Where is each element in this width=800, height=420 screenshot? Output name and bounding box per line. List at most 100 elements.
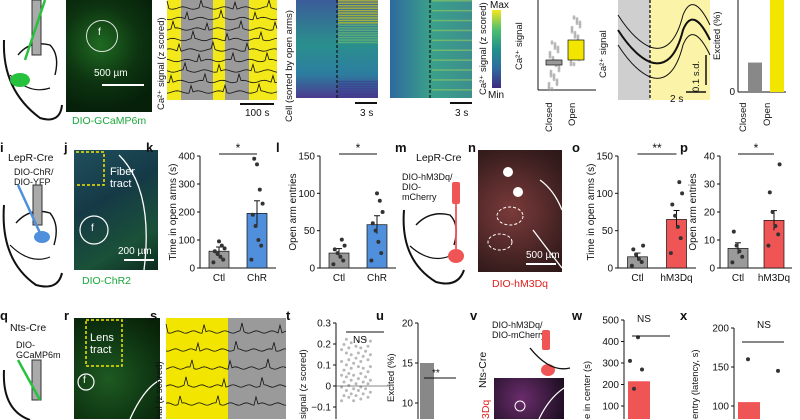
data-point: [379, 251, 383, 255]
x-ylabel: entry (latency, s): [690, 349, 701, 419]
chart-l: 050100150Open arm entriesCtl ChR*: [284, 148, 404, 298]
chart-p: 0 10 20 30 40 Open arm entries Ctl hM3Dq *: [688, 148, 800, 298]
x-tick-label: Ctl: [631, 273, 643, 284]
data-point: [261, 202, 265, 206]
heatmap-stripe: [338, 25, 378, 27]
scatter-point: [347, 384, 350, 387]
x-sig: NS: [757, 320, 771, 331]
data-point: [259, 244, 263, 248]
heatmap-stripe: [432, 59, 472, 61]
scatter-point: [352, 387, 355, 390]
scatter-point: [357, 389, 360, 392]
scatter-point: [357, 365, 360, 368]
panel-label-v: v: [470, 308, 477, 323]
data-point: [374, 229, 378, 233]
trace-panel: [167, 0, 277, 100]
scatter-point: [359, 346, 362, 349]
lens-tract-label: Lens tract: [90, 332, 114, 356]
scatter-point: [352, 374, 355, 377]
chr2-label: DIO-ChR2: [82, 275, 131, 287]
excited-cat-closed: Closed: [738, 102, 749, 132]
y-tick-label: 0.1: [317, 361, 331, 372]
y-tick-label: 0: [189, 264, 195, 275]
scatter-point: [367, 358, 370, 361]
data-point: [735, 244, 739, 248]
scatter-point: [369, 379, 372, 382]
panel-v-line: Nts-Cre: [477, 352, 489, 388]
scatter-point: [362, 381, 365, 384]
scatter-point: [340, 348, 343, 351]
hm3dq-label: DIO-hM3Dq: [492, 278, 548, 290]
data-point: [331, 262, 335, 266]
y-tick-label: 100: [712, 402, 729, 413]
v-label: 3Dq: [480, 400, 492, 419]
panel-label-l: l: [276, 140, 280, 155]
panel-label-k: k: [146, 140, 153, 155]
panel-label-i: i: [0, 140, 4, 155]
data-point: [680, 191, 684, 195]
scatter-cat-open: Open: [567, 103, 578, 126]
scatter-panel-e: [536, 0, 598, 92]
colorbar-label: Ca²⁺ signal (z scored): [478, 2, 489, 95]
scatter-point: [350, 367, 353, 370]
x-tick-label: Ctl: [732, 273, 744, 284]
scatter-bar: [568, 40, 584, 60]
y-tick-label: 300: [602, 359, 619, 370]
data-point: [634, 253, 638, 257]
scatter-ylabel: Ca²⁺ signal: [514, 22, 525, 70]
scatter-bar: [546, 60, 562, 65]
heatmap-1: [296, 0, 378, 98]
heatmap-stripe: [338, 42, 378, 44]
heatmap-stripe: [338, 2, 378, 4]
data-point: [637, 257, 641, 261]
data-point: [776, 369, 780, 373]
brain-schematic-i: [0, 185, 64, 295]
scatter-point: [357, 352, 360, 355]
excited-cat-open: Open: [762, 103, 773, 126]
scatter-point: [579, 21, 582, 24]
panel-q-virus: DIO- GCaMP6m: [16, 340, 61, 360]
panel-label-q: q: [0, 308, 8, 323]
u-sig: **: [432, 368, 440, 379]
heatmap-stripe: [432, 0, 472, 2]
y-tick-label: −0.1: [311, 403, 331, 414]
data-point: [217, 239, 221, 243]
scatter-point: [355, 382, 358, 385]
scatter-point: [556, 78, 559, 81]
panel-label-j: j: [64, 140, 68, 155]
data-point: [343, 244, 347, 248]
data-point: [378, 199, 382, 203]
data-point: [670, 203, 674, 207]
scatter-point: [352, 399, 355, 402]
y-tick-label: 150: [298, 152, 315, 163]
data-point: [771, 210, 775, 214]
panel-q-line: Nts-Cre: [10, 322, 46, 334]
brain-schematic-m: [400, 180, 470, 290]
data-point: [776, 232, 780, 236]
scatter-point: [553, 73, 556, 76]
y-tick-label: 150: [712, 363, 729, 374]
scatter-point: [350, 353, 353, 356]
heatmap-stripe: [338, 29, 378, 31]
scatter-point: [345, 375, 348, 378]
scatter-point: [347, 358, 350, 361]
data-point: [381, 210, 385, 214]
scatter-point: [369, 365, 372, 368]
panel-label-n: n: [468, 140, 476, 155]
data-point: [677, 180, 681, 184]
y-tick-label: 20: [402, 319, 414, 330]
scatter-point: [549, 51, 552, 54]
s-ylabel: nal (z scored): [154, 361, 165, 419]
scatter-point: [359, 372, 362, 375]
heatmap-stripe: [338, 7, 378, 9]
scatter-point: [364, 350, 367, 353]
x-tick-label: hM3Dq: [758, 273, 790, 284]
scatter-point: [573, 15, 576, 18]
heatmap-stripe: [432, 30, 472, 32]
mean-trace-scale-x: 2 s: [670, 94, 683, 105]
scatter-point: [357, 377, 360, 380]
panel-label-u: u: [376, 308, 384, 323]
scatter-point: [367, 370, 370, 373]
x-tick-label: Ctl: [213, 273, 225, 284]
brain-schematic-v: [530, 318, 570, 378]
